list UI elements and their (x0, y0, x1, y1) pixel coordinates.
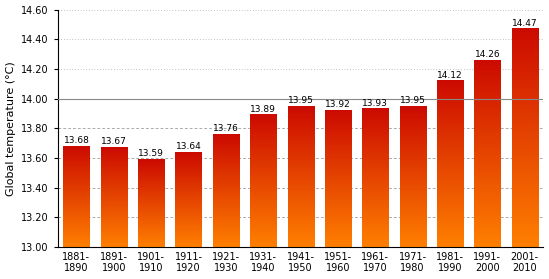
Text: 13.95: 13.95 (288, 96, 313, 105)
Text: 13.93: 13.93 (362, 99, 388, 108)
Text: 13.89: 13.89 (250, 105, 276, 114)
Text: 14.47: 14.47 (512, 19, 537, 28)
Text: 13.92: 13.92 (325, 100, 351, 109)
Text: 13.64: 13.64 (176, 142, 201, 151)
Text: 13.68: 13.68 (64, 136, 89, 145)
Text: 13.76: 13.76 (213, 124, 239, 133)
Text: 14.26: 14.26 (474, 50, 500, 59)
Text: 13.67: 13.67 (101, 137, 127, 146)
Text: 13.95: 13.95 (400, 96, 425, 105)
Text: 14.12: 14.12 (437, 71, 463, 80)
Y-axis label: Global temperature (°C): Global temperature (°C) (5, 61, 15, 196)
Text: 13.59: 13.59 (138, 149, 164, 158)
